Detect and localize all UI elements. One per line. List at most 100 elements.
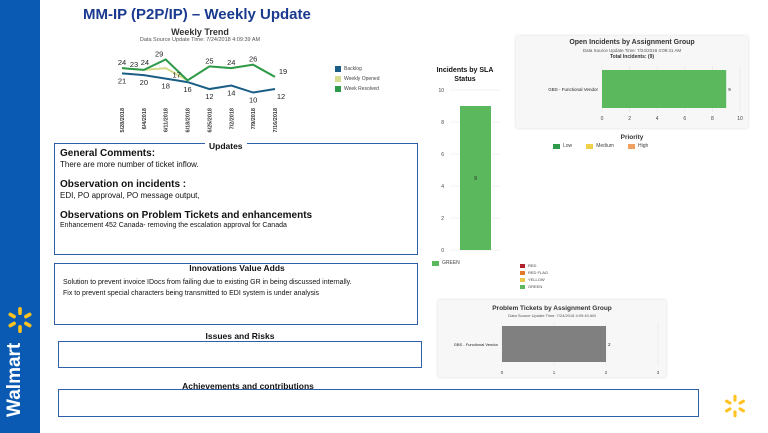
sla-chart: 10 8 6 4 2 0 9 [438,88,500,254]
trend-label-bottom: 12 [205,92,213,101]
problems-text: Enhancement 452 Canada- removing the esc… [60,222,287,229]
trend-label-top: 26 [249,55,257,64]
open-category-label: GBS - Functional Vendor [548,87,598,92]
sla-chart-title: Incidents by SLA Status [436,67,494,83]
prob-x-tick: 2 [605,370,608,375]
trend-x-tick: 7/16/2018 [273,108,279,132]
prob-bar [502,326,606,362]
achievements-title: Achievements and contributions [182,381,314,391]
trend-label-top: 24 [118,58,126,67]
legend-green: GREEN [520,284,548,289]
sla-y-tick: 2 [441,216,444,222]
open-x-tick: 2 [628,116,631,122]
trend-line-2 [121,58,276,82]
trend-label-bottom: 12 [277,92,285,101]
brand-sidebar [0,0,40,433]
spark-logo-icon [8,307,32,333]
problem-tickets-subtitle: Data Source Update Time: 7/24/2018 4:09:… [508,313,596,318]
open-incidents-title: Open Incidents by Assignment Group [569,39,695,46]
legend-backlog: Backlog [335,66,405,72]
sla-bar-label: 9 [474,176,477,182]
brand-logo-text: Walmart [4,342,25,418]
sla-legend-green: GREEN [432,260,460,266]
prob-x-tick: 1 [553,370,556,375]
trend-label-top: 25 [205,56,213,65]
open-bar-label: 9 [728,87,731,92]
problems-heading: Observations on Problem Tickets and enha… [60,210,313,221]
open-incidents-subtitle: Data Source Update Time: 7/24/2018 4:09:… [582,48,682,53]
issues-panel [58,341,422,368]
trend-label-bottom: 16 [183,85,191,94]
prob-bar-label: 2 [608,342,611,347]
trend-x-tick: 6/18/2018 [186,108,192,132]
trend-label-bottom: 21 [118,76,126,85]
open-x-tick: 10 [737,116,743,122]
prob-category-label: GBS - Functional Vendor [454,342,499,347]
trend-label-top: 29 [155,49,163,58]
legend-red: RED [520,263,548,268]
trend-label-top: 19 [279,67,287,76]
open-bar [602,70,727,108]
trend-x-tick: 6/11/2018 [164,108,170,132]
trend-label-bottom: 14 [227,89,235,98]
prob-x-tick: 0 [501,370,504,375]
legend-yellow: YELLOW [520,277,548,282]
sla-y-tick: 6 [441,152,444,158]
priority-title: Priority [620,134,644,141]
trend-label-bottom: 18 [162,82,170,91]
general-comments-text: There are more number of ticket inflow. [60,160,199,169]
general-comments-heading: General Comments: [60,148,156,159]
open-x-tick: 6 [683,116,686,122]
legend-week-resolved: Week Resolved [335,86,405,92]
open-x-tick: 0 [601,116,604,122]
trend-x-tick: 6/4/2018 [142,108,148,129]
weekly-trend-header: Weekly Trend Data Source Update Time: 7/… [110,27,290,45]
open-incidents-card: Open Incidents by Assignment Group Data … [516,36,748,128]
trend-label-top: 24 [141,58,149,67]
open-x-tick: 8 [711,116,714,122]
trend-x-tick: 5/28/2018 [120,108,126,132]
trend-x-tick: 6/25/2018 [207,108,213,132]
incidents-heading: Observation on incidents : [60,179,187,190]
innovations-panel: Innovations Value Adds Solution to preve… [54,263,418,325]
open-incidents-chart: 0 2 4 6 8 10 GBS - Functional Vendor 9 [548,66,743,122]
legend-low: Low [553,143,572,149]
innovations-title: Innovations Value Adds [189,263,285,273]
innovations-line-1: Solution to prevent invoice IDocs from f… [63,279,352,286]
legend-weekly-opened: Weekly Opened [335,76,405,82]
sla-y-tick: 8 [441,120,444,126]
trend-label-top: 17 [172,70,180,79]
spark-corner-icon [725,394,745,418]
legend-medium: Medium [586,143,614,149]
legend-high: High [627,143,648,149]
trend-label-top: 24 [227,58,235,67]
trend-label-bottom: 20 [140,78,148,87]
problem-tickets-title: Problem Tickets by Assignment Group [492,305,612,312]
updates-panel: Updates General Comments: There are more… [54,141,418,255]
sla-status-legend: RED RED FLAG YELLOW GREEN [520,263,548,289]
weekly-trend-title: Weekly Trend [171,27,229,37]
problem-tickets-chart: 0 1 2 3 GBS - Functional Vendor 2 [454,322,660,375]
sla-y-tick: 4 [441,184,444,190]
trend-line-0 [121,72,276,94]
open-incidents-total: Total Incidents: (9) [609,54,655,60]
sla-bar-green [460,106,491,250]
trend-label-bottom: 10 [249,96,257,105]
incidents-text: EDI, PO approval, PO message output, [60,191,200,200]
issues-title: Issues and Risks [205,331,275,341]
sla-y-tick: 10 [438,88,444,94]
prob-x-tick: 3 [657,370,660,375]
open-x-tick: 4 [656,116,659,122]
legend-red-flag: RED FLAG [520,270,548,275]
achievements-panel [58,389,699,417]
weekly-trend-legend: Backlog Weekly Opened Week Resolved [335,66,405,92]
priority-legend: Low Medium High [553,143,648,149]
updates-title: Updates [205,141,247,151]
trend-x-tick: 7/9/2018 [251,108,257,129]
trend-label-top: 23 [130,60,138,69]
problem-tickets-card: Problem Tickets by Assignment Group Data… [438,300,666,377]
sla-y-tick: 0 [441,248,444,254]
weekly-trend-subtitle: Data Source Update Time: 7/24/2018 4:09:… [139,37,261,43]
innovations-line-2: Fix to prevent special characters being … [63,290,319,297]
